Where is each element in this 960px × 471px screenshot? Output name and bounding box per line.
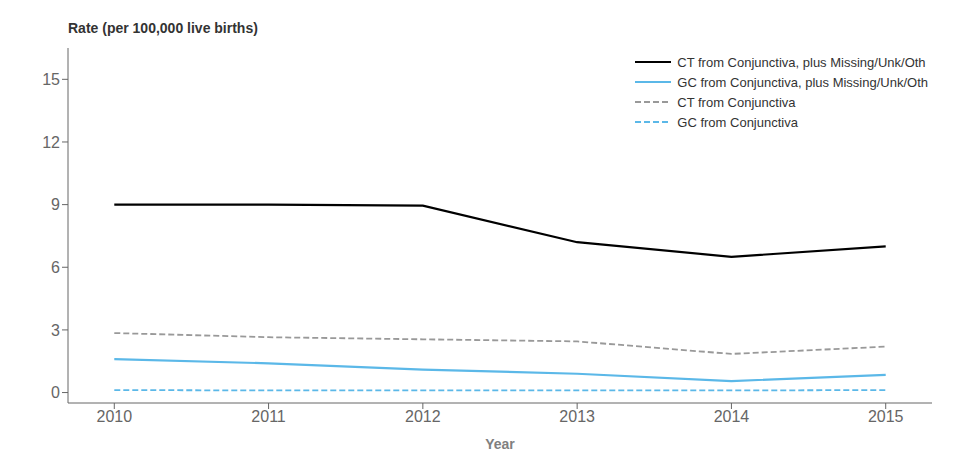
svg-text:9: 9: [51, 196, 60, 213]
svg-text:2010: 2010: [96, 408, 132, 425]
html-text:GC from Conjunctiva, plus Miss: GC from Conjunctiva, plus Missing/Unk/Ot…: [677, 74, 928, 90]
svg-text:6: 6: [51, 259, 60, 276]
svg-text:2013: 2013: [559, 408, 595, 425]
html-text:CT from Conjunctiva: CT from Conjunctiva: [677, 94, 796, 110]
svg-text:12: 12: [42, 134, 60, 151]
svg-text:3: 3: [51, 322, 60, 339]
svg-text:2014: 2014: [714, 408, 750, 425]
svg-text:2015: 2015: [868, 408, 904, 425]
svg-text:2012: 2012: [405, 408, 441, 425]
html-text:CT from Conjunctiva, plus Miss: CT from Conjunctiva, plus Missing/Unk/Ot…: [677, 54, 926, 70]
html-text:GC from Conjunctiva: GC from Conjunctiva: [677, 114, 798, 130]
html-text:Rate (per 100,000 live births): Rate (per 100,000 live births): [68, 20, 258, 36]
svg-text:2011: 2011: [251, 408, 286, 425]
svg-text:Year: Year: [485, 436, 515, 452]
svg-text:0: 0: [51, 384, 60, 401]
svg-text:15: 15: [42, 71, 60, 88]
